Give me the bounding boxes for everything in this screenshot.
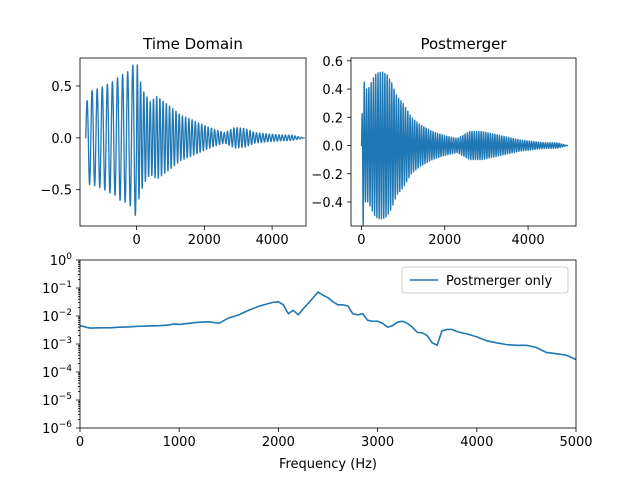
y-tick-label-1-1: 0.0	[51, 132, 72, 147]
axes-title-1: Time Domain	[142, 35, 243, 53]
x-tick-label-3-4: 4000	[460, 435, 493, 450]
y-tick-label-3-4: 10−2	[42, 308, 72, 325]
series-line-2-1	[360, 71, 569, 226]
x-tick-label-2-1: 2000	[428, 233, 461, 248]
axes-title-2: Postmerger	[420, 35, 507, 53]
axes-2: 0 2000 4000 −0.4 −0.2 0.0 0.2 0.4 0.6 Postmerger	[311, 35, 577, 248]
series-line-1-1	[85, 64, 305, 216]
y-tick-label-3-0: 10−6	[42, 420, 72, 437]
y-tick-label-1-2: 0.5	[51, 80, 72, 95]
legend-label: Postmerger only	[446, 274, 553, 289]
y-tick-label-2-4: 0.4	[322, 83, 343, 98]
legend: Postmerger only	[401, 266, 569, 294]
x-tick-label-1-2: 4000	[256, 233, 289, 248]
x-tick-label-3-5: 5000	[559, 435, 592, 450]
x-tick-label-1-1: 2000	[188, 233, 221, 248]
x-tick-label-3-1: 1000	[163, 435, 196, 450]
y-tick-label-1-0: −0.5	[40, 184, 72, 199]
y-tick-label-2-5: 0.6	[322, 55, 343, 70]
axes-frame-2	[350, 57, 577, 227]
x-tick-label-1-0: 0	[132, 233, 140, 248]
x-tick-label-3-2: 2000	[262, 435, 295, 450]
y-tick-label-3-6: 100	[50, 252, 73, 269]
x-tick-label-3-0: 0	[76, 435, 84, 450]
axes-3: 0 1000 2000 3000 4000 5000 10−6 10−5 10−4 10−3 10−…	[42, 252, 592, 472]
y-tick-label-2-2: 0.0	[322, 140, 343, 155]
y-tick-label-3-5: 10−1	[42, 280, 72, 297]
y-tick-label-3-2: 10−4	[42, 364, 72, 381]
y-tick-label-2-1: −0.2	[311, 168, 343, 183]
series-line-3-1	[80, 291, 576, 361]
x-tick-label-2-0: 0	[357, 233, 365, 248]
x-tick-label-2-2: 4000	[512, 233, 545, 248]
x-tick-label-3-3: 3000	[361, 435, 394, 450]
axes-1: 0 2000 4000 −0.5 0.0 0.5 Time Domain	[40, 35, 307, 248]
x-axis-label-3: Frequency (Hz)	[279, 457, 377, 472]
legend-box	[401, 266, 569, 294]
y-tick-label-3-1: 10−5	[42, 392, 72, 409]
axes-frame-1	[79, 57, 307, 227]
y-tick-label-2-3: 0.2	[322, 111, 343, 126]
y-tick-label-3-3: 10−3	[42, 336, 72, 353]
y-tick-label-2-0: −0.4	[311, 196, 343, 211]
